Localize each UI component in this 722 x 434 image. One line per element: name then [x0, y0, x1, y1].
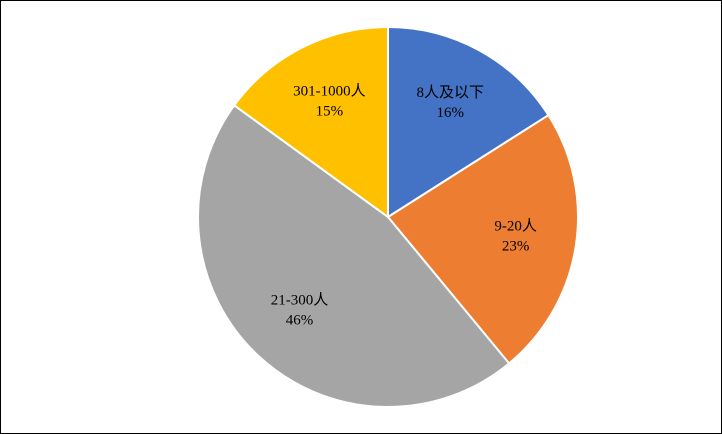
pie-slice [387, 25, 550, 219]
slice-label: 9-20人 [494, 218, 537, 235]
slice-value-label: 46% [286, 313, 314, 329]
slice-label: 8人及以下 [416, 84, 484, 101]
slice-value-label: 23% [502, 239, 530, 255]
pie-slice [232, 25, 389, 219]
slice-value-label: 16% [436, 105, 464, 121]
pie-slice [386, 113, 579, 365]
slice-label: 21-300人 [271, 292, 329, 309]
slice-label: 301-1000人 [293, 82, 366, 99]
slice-value-label: 15% [316, 103, 344, 119]
pie-slice [197, 103, 511, 408]
